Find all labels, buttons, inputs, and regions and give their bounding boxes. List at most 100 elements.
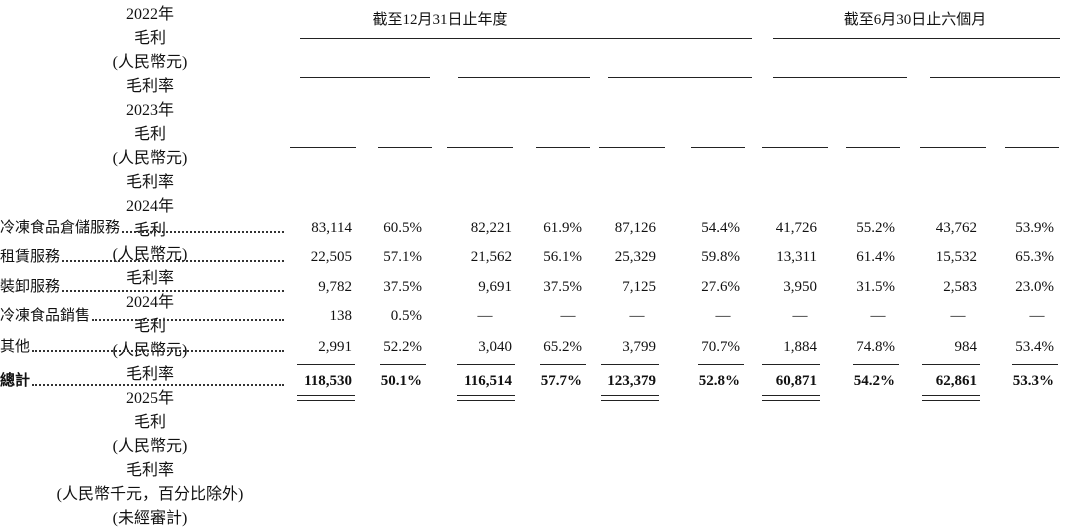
cell: —	[477, 308, 493, 324]
cell: 25,329	[614, 249, 656, 265]
rule	[297, 364, 355, 365]
cell: 55.2%	[856, 220, 895, 236]
cell: 27.6%	[701, 279, 740, 295]
cell: 23.0%	[1015, 279, 1054, 295]
cell: 9,691	[478, 279, 512, 295]
unit-note: (人民幣千元，百分比除外)	[56, 486, 244, 503]
row-label: 冷凍食品倉儲服務	[0, 219, 288, 237]
cell: 43,762	[935, 220, 977, 236]
cell: 138	[329, 308, 353, 324]
rule	[378, 147, 432, 148]
leader	[92, 307, 284, 321]
period-header: 截至6月30日止六個月	[843, 12, 987, 28]
year-header: 2024年	[125, 294, 174, 311]
cell: 21,562	[470, 249, 512, 265]
leader	[62, 278, 284, 292]
rule	[1012, 364, 1058, 365]
cell: 22,505	[310, 249, 352, 265]
page: 截至12月31日止年度 截至6月30日止六個月 2022年 毛利 (人民幣元) 毛利率 20…	[0, 6, 1060, 527]
label-text: 其他	[0, 339, 31, 355]
cell: 0.5%	[390, 308, 422, 324]
cell: 3,799	[622, 339, 656, 355]
rule	[762, 400, 820, 401]
label-text: 冷凍食品倉儲服務	[0, 220, 121, 236]
cell: 984	[954, 339, 978, 355]
leader	[62, 248, 284, 262]
cell: 57.1%	[383, 249, 422, 265]
rule	[290, 147, 356, 148]
cell: 60,871	[775, 373, 817, 389]
cell: 3,040	[478, 339, 512, 355]
rule	[457, 400, 515, 401]
row-label: 其他	[0, 338, 288, 356]
cell: 53.4%	[1015, 339, 1054, 355]
col-header: (人民幣元)	[112, 438, 188, 455]
rule	[853, 364, 899, 365]
rule	[457, 364, 515, 365]
rule	[458, 77, 590, 78]
rule	[773, 38, 1060, 39]
rule	[297, 395, 355, 396]
cell: 2,583	[943, 279, 977, 295]
cell: 7,125	[622, 279, 656, 295]
col-header: (人民幣元)	[112, 54, 188, 71]
cell: 65.2%	[543, 339, 582, 355]
rule	[1005, 147, 1059, 148]
cell: —	[629, 308, 645, 324]
cell: 62,861	[935, 373, 977, 389]
rule	[773, 77, 907, 78]
cell: 61.4%	[856, 249, 895, 265]
cell: 54.2%	[853, 373, 895, 389]
cell: 9,782	[318, 279, 352, 295]
rule	[300, 77, 430, 78]
cell: 118,530	[304, 373, 352, 389]
cell: —	[792, 308, 808, 324]
cell: 2,991	[318, 339, 352, 355]
year-header: 2022年	[125, 6, 174, 23]
cell: —	[1029, 308, 1045, 324]
rule	[922, 364, 980, 365]
rule	[599, 147, 665, 148]
row-label: 總計	[0, 372, 288, 390]
cell: 41,726	[775, 220, 817, 236]
cell: 1,884	[783, 339, 817, 355]
rule	[601, 395, 659, 396]
col-header: 毛利	[133, 414, 166, 431]
col-header: (人民幣元)	[112, 150, 188, 167]
col-header: (人民幣元)	[112, 246, 188, 263]
cell: —	[870, 308, 886, 324]
rule	[601, 364, 659, 365]
rule	[380, 364, 426, 365]
rule	[601, 400, 659, 401]
leader	[122, 219, 284, 233]
cell: 87,126	[614, 220, 656, 236]
row-label: 裝卸服務	[0, 278, 288, 296]
rule	[457, 395, 515, 396]
col-header: 毛利	[133, 30, 166, 47]
rule	[920, 147, 986, 148]
leader	[32, 372, 284, 386]
col-header: 毛利率	[125, 366, 174, 383]
cell: 50.1%	[380, 373, 422, 389]
cell: —	[560, 308, 576, 324]
cell: 15,532	[935, 249, 977, 265]
rule	[297, 400, 355, 401]
cell: 37.5%	[383, 279, 422, 295]
col-header: 毛利率	[125, 270, 174, 287]
col-header: 毛利率	[125, 174, 174, 191]
col-header: 毛利	[133, 318, 166, 335]
cell: 82,221	[470, 220, 512, 236]
audit-note: (未經審計)	[112, 510, 188, 527]
cell: 61.9%	[543, 220, 582, 236]
row-label: 租賃服務	[0, 248, 288, 266]
year-header: 2023年	[125, 102, 174, 119]
cell: 60.5%	[383, 220, 422, 236]
cell: 123,379	[607, 373, 656, 389]
year-header: 2024年	[125, 198, 174, 215]
rule	[846, 147, 900, 148]
cell: 53.9%	[1015, 220, 1054, 236]
label-text: 總計	[0, 373, 31, 389]
leader	[32, 338, 284, 352]
rule	[922, 395, 980, 396]
rule	[762, 147, 828, 148]
